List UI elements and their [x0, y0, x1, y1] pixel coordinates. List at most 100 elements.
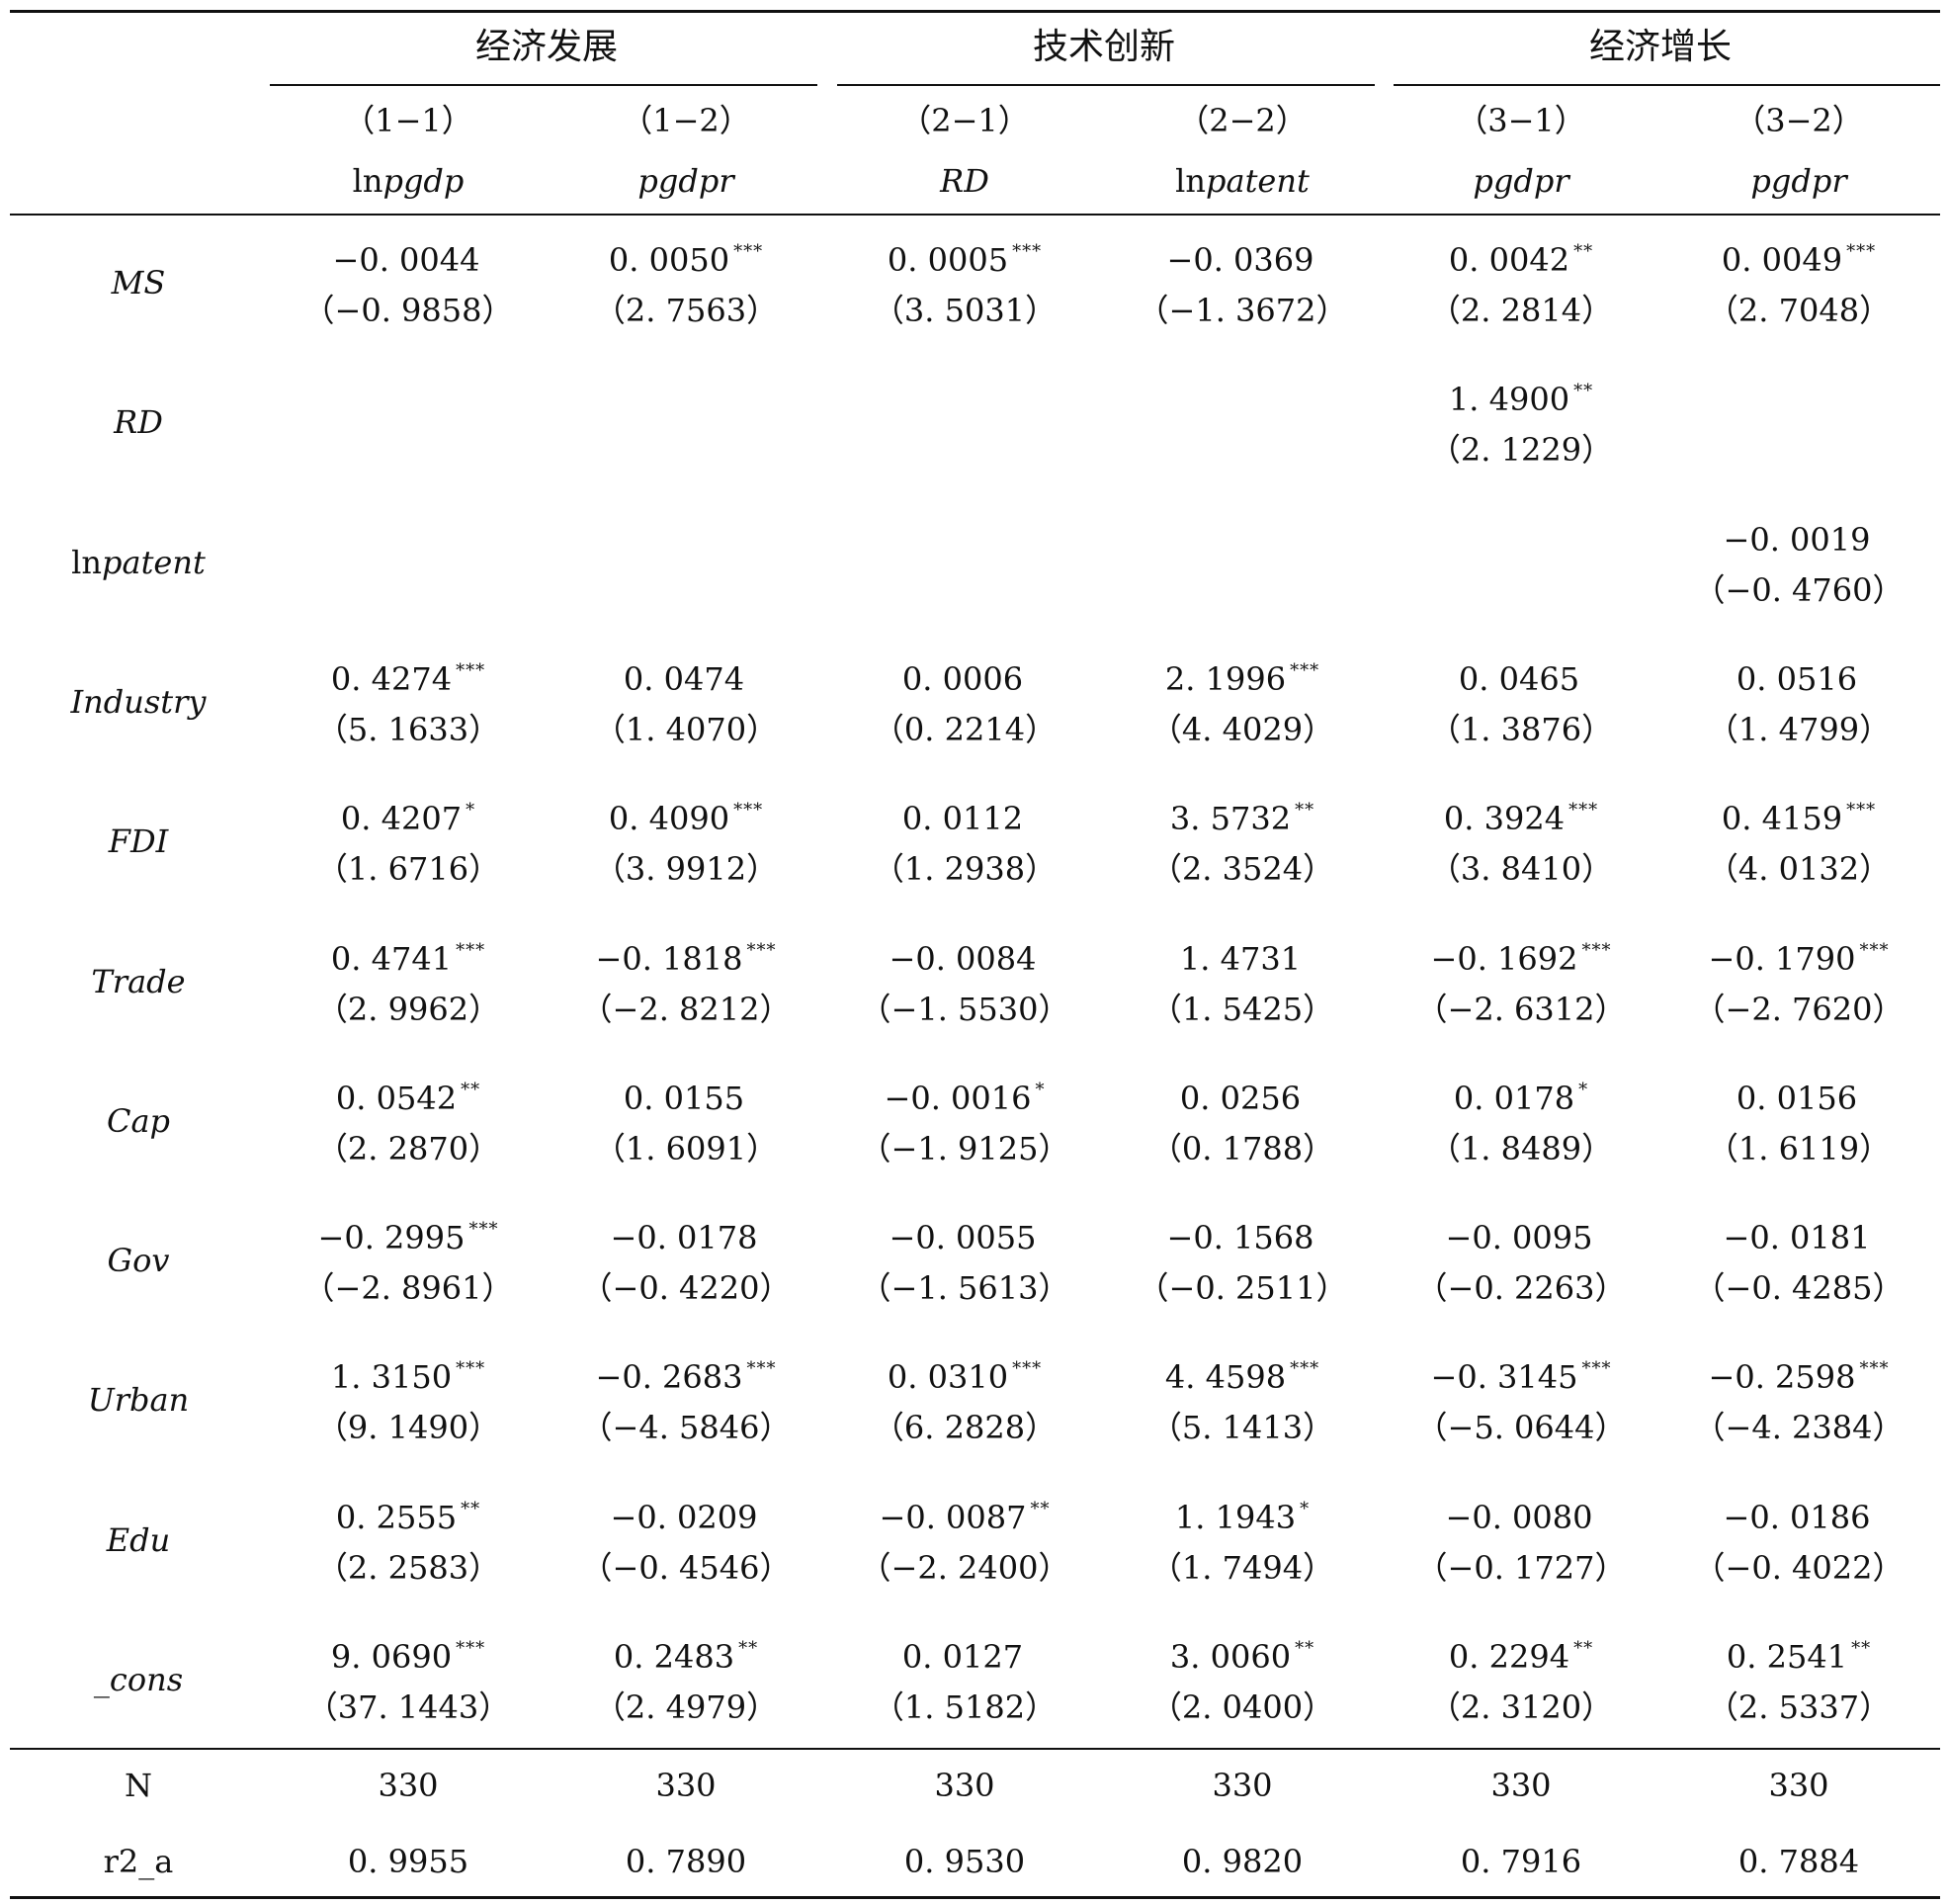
coefficient-value: −0. 0080 [1445, 1498, 1593, 1536]
coefficient: 0. 0178 * [1388, 1079, 1654, 1114]
coefficient-value: 0. 4090 [608, 800, 730, 838]
coefficient: −0. 0080 [1388, 1501, 1654, 1533]
coefficient: −0. 3145 *** [1388, 1360, 1654, 1394]
coefficient-value: 2. 1996 [1164, 659, 1287, 698]
t-statistic: （−4. 2384） [1693, 1409, 1905, 1447]
dep-name: pgdpr [1750, 162, 1847, 200]
t-statistic: （2. 1229） [1428, 431, 1614, 470]
significance-stars: ** [1851, 1638, 1872, 1659]
coefficient-value: 0. 0042 [1448, 241, 1570, 279]
coefficient: −0. 2995 *** [275, 1221, 542, 1255]
row-label-name: patent [102, 543, 206, 581]
coefficient-value: 0. 0465 [1458, 659, 1580, 698]
significance-stars: *** [456, 1638, 486, 1659]
t-statistic: （−0. 2263） [1415, 1269, 1627, 1308]
coefficient: 0. 4741 *** [275, 941, 542, 975]
dependent-variable: RD [831, 165, 1098, 197]
coefficient-value: 0. 0516 [1736, 659, 1858, 698]
significance-stars: * [1578, 1079, 1589, 1100]
t-statistic: （1. 2938） [872, 850, 1058, 889]
coefficient: −0. 1568 [1109, 1221, 1376, 1254]
coefficient-value: −0. 0055 [889, 1219, 1037, 1257]
coefficient-value: 3. 5732 [1169, 800, 1292, 838]
body-bottom-rule [10, 1748, 1940, 1750]
coefficient-value: 1. 4900 [1448, 381, 1570, 419]
dep-prefix: ln [352, 162, 383, 200]
coefficient: 0. 2294 ** [1388, 1640, 1654, 1674]
dependent-variable: pgdpr [552, 165, 819, 197]
model-number: （2−2） [1177, 102, 1308, 139]
coefficient: −0. 0087 ** [831, 1500, 1098, 1533]
coefficient-value: −0. 0016 [884, 1079, 1032, 1117]
t-statistic: （9. 1490） [315, 1409, 501, 1447]
coefficient-value: 0. 2541 [1726, 1638, 1848, 1676]
t-statistic: （−1. 5530） [859, 990, 1070, 1028]
coefficient [552, 523, 819, 556]
coefficient-value: −0. 0209 [610, 1498, 758, 1536]
t-statistic: （−2. 7620） [1693, 990, 1905, 1028]
row-label-name: Cap [106, 1101, 171, 1140]
coefficient-value: 0. 0156 [1736, 1079, 1858, 1117]
coefficient: −0. 0178 [552, 1221, 819, 1254]
coefficient: −0. 0016 * [831, 1079, 1098, 1117]
coefficient: −0. 0186 [1665, 1501, 1932, 1533]
coefficient: −0. 1818 *** [552, 939, 819, 978]
t-statistic: （−0. 4285） [1693, 1269, 1905, 1308]
dep-name: pgdpr [1473, 162, 1569, 200]
t-statistic: （2. 2583） [315, 1548, 501, 1587]
t-statistic: （2. 4979） [593, 1688, 779, 1726]
t-statistic: （−1. 5613） [859, 1269, 1070, 1308]
coefficient: 0. 2555 ** [275, 1500, 542, 1533]
significance-stars: ** [461, 1079, 481, 1100]
t-statistic: （−2. 6312） [1415, 990, 1627, 1028]
row-label: FDI [20, 825, 257, 857]
coefficient-value: 4. 4598 [1164, 1358, 1287, 1397]
significance-stars: * [466, 800, 476, 822]
coefficient: 0. 0112 [831, 802, 1098, 834]
row-label: _cons [20, 1664, 257, 1695]
t-statistic: （−0. 4546） [580, 1548, 792, 1587]
row-label: MS [20, 267, 257, 299]
t-statistic: （2. 5337） [1706, 1688, 1892, 1726]
coefficient: 0. 0256 [1109, 1082, 1376, 1114]
coefficient-value: −0. 0186 [1723, 1498, 1871, 1536]
coefficient-value: 0. 4207 [340, 800, 463, 838]
coefficient: 9. 0690 *** [275, 1638, 542, 1674]
coefficient: 3. 0060 ** [1109, 1640, 1376, 1674]
coefficient: 0. 3924 *** [1388, 802, 1654, 835]
coefficient-value: 0. 0112 [901, 800, 1024, 838]
row-label-name: MS [111, 264, 166, 302]
significance-stars: *** [1846, 241, 1877, 262]
significance-stars: ** [738, 1638, 759, 1659]
t-statistic: （37. 1443） [305, 1688, 511, 1726]
coefficient [275, 523, 542, 556]
coefficient: −0. 0369 [1109, 243, 1376, 276]
t-statistic: （4. 4029） [1149, 710, 1335, 748]
coefficient: 4. 4598 *** [1109, 1358, 1376, 1397]
t-statistic: （1. 3876） [1428, 710, 1614, 748]
significance-stars: *** [1012, 241, 1043, 262]
model-number: （2−1） [899, 102, 1030, 139]
t-statistic: （1. 5425） [1149, 990, 1335, 1028]
row-label-name: Gov [107, 1242, 170, 1280]
dependent-variable: lnpgdp [275, 165, 542, 197]
coefficient: 0. 4090 *** [552, 800, 819, 838]
t-statistic: （2. 2814） [1428, 292, 1614, 329]
t-statistic: （−5. 0644） [1415, 1409, 1627, 1447]
coefficient [552, 383, 819, 415]
row-label: Urban [20, 1384, 257, 1416]
coefficient-value: 0. 0474 [623, 659, 745, 698]
row-label-prefix: ln [71, 543, 102, 581]
coefficient-value: −0. 1818 [595, 939, 743, 978]
t-statistic: （0. 2214） [872, 710, 1058, 748]
coefficient: 0. 0042 ** [1388, 241, 1654, 279]
t-statistic: （1. 8489） [1428, 1129, 1614, 1168]
t-statistic: （−2. 8961） [302, 1269, 514, 1308]
group-rule-2 [837, 84, 1375, 86]
coefficient: 0. 0516 [1665, 662, 1932, 695]
t-statistic: （1. 4070） [593, 710, 779, 748]
coefficient: 0. 0474 [552, 662, 819, 695]
t-statistic: （1. 5182） [872, 1688, 1058, 1726]
t-statistic: （−0. 2511） [1137, 1269, 1348, 1308]
